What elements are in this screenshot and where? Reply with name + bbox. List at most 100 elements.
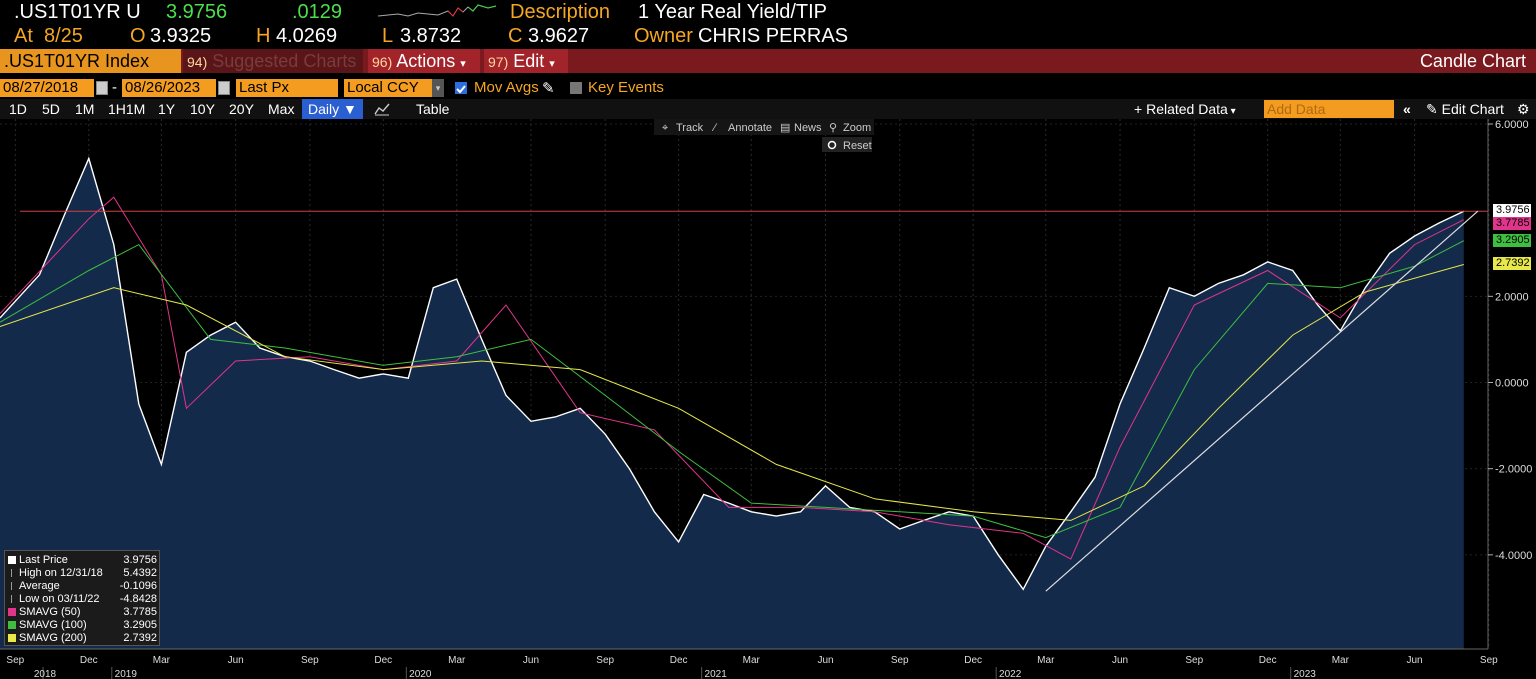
edit-chart-label: Edit Chart <box>1441 101 1504 117</box>
chevron-down-icon[interactable]: ▾ <box>432 79 444 97</box>
at-date: 8/25 <box>44 25 83 47</box>
period-select[interactable]: Daily ▼ <box>302 99 363 119</box>
calendar-icon[interactable] <box>218 81 230 95</box>
edit-menu-button[interactable]: 97) Edit ▾ <box>484 49 568 73</box>
news-icon[interactable]: ▤ <box>780 122 790 134</box>
range-1m-button[interactable]: 1M <box>75 101 95 117</box>
range-1d-button[interactable]: 1D <box>9 101 27 117</box>
start-date-input[interactable]: 08/27/2018 <box>0 79 94 97</box>
chevron-down-icon: ▾ <box>549 58 555 70</box>
x-tick-label: Mar <box>1037 655 1055 666</box>
gear-icon[interactable]: ⚙ <box>1517 101 1530 117</box>
actions-menu-button[interactable]: 96) Actions ▾ <box>368 49 480 73</box>
range-toolbar: 1D 5D 1M 1H1M 1Y 10Y 20Y Max Daily ▼ Tab… <box>0 99 1536 119</box>
legend-value: -4.8428 <box>119 593 157 605</box>
edit-label: Edit <box>513 51 545 71</box>
x-year-label: 2020 <box>409 669 432 679</box>
legend-value: -0.1096 <box>119 580 157 592</box>
last-price: 3.9756 <box>166 1 228 23</box>
y-tick-label: -2.0000 <box>1495 464 1532 476</box>
trend-line[interactable] <box>1045 210 1479 592</box>
end-date-input[interactable]: 08/26/2023 <box>122 79 216 97</box>
track-button[interactable]: Track <box>676 122 704 134</box>
mov-avgs-label: Mov Avgs <box>474 79 539 96</box>
owner-name: CHRIS PERRAS <box>698 25 849 47</box>
price-tag: 2.7392 <box>1493 257 1531 271</box>
legend-name: Low on 03/11/22 <box>19 593 100 605</box>
reset-icon[interactable] <box>827 140 837 150</box>
edit-chart-button[interactable]: ✎ Edit Chart <box>1426 99 1504 119</box>
description: 1 Year Real Yield/TIP <box>638 1 828 23</box>
range-1h1m-button[interactable]: 1H1M <box>108 101 146 117</box>
range-20y-button[interactable]: 20Y <box>229 101 254 117</box>
mov-avgs-checkbox[interactable] <box>455 82 467 94</box>
legend-value: 2.7392 <box>123 632 157 644</box>
price-tag: 3.7785 <box>1493 216 1531 230</box>
x-year-label: 2023 <box>1294 669 1317 679</box>
actions-num: 96) <box>372 54 393 70</box>
legend-name: High on 12/31/18 <box>19 567 103 579</box>
annotate-button[interactable]: Annotate <box>728 122 772 134</box>
news-button[interactable]: News <box>794 122 822 134</box>
legend-row[interactable]: Low on 03/11/22 -4.8428 <box>7 593 157 605</box>
currency-select[interactable]: Local CCY <box>344 79 432 97</box>
x-year-label: 2019 <box>115 669 138 679</box>
related-data-button[interactable]: + Related Data ▾ <box>1134 99 1236 119</box>
legend-row[interactable]: SMAVG (100) 3.2905 <box>7 619 157 631</box>
zoom-button[interactable]: Zoom <box>843 122 871 134</box>
x-tick-label: Jun <box>1407 655 1423 666</box>
track-icon[interactable]: ⌖ <box>662 122 668 134</box>
legend-row[interactable]: Average -0.1096 <box>7 580 157 592</box>
range-5d-button[interactable]: 5D <box>42 101 60 117</box>
series-line-1 <box>0 196 1465 560</box>
price-tag: 3.9756 <box>1493 204 1531 218</box>
legend-row[interactable]: Last Price 3.9756 <box>7 554 157 566</box>
x-year-label: 2021 <box>705 669 728 679</box>
x-tick-label: Dec <box>964 655 982 666</box>
legend-swatch <box>11 595 12 603</box>
price-chart[interactable]: 6.0000 2.0000 0.0000 -2.0000 -4.0000 Sep Dec M… <box>0 119 1536 679</box>
suggested-charts-button[interactable]: 94) Suggested Charts <box>183 49 363 73</box>
security-field[interactable]: .US1T01YR Index <box>0 49 181 73</box>
high-label: H <box>256 25 271 47</box>
plus-icon: + <box>1134 101 1147 117</box>
open-value: 3.9325 <box>150 25 212 47</box>
x-tick-label: Jun <box>228 655 244 666</box>
pencil-icon[interactable]: ✎ <box>542 80 555 97</box>
y-tick-label: 0.0000 <box>1495 378 1529 390</box>
line-chart-icon[interactable] <box>374 102 390 116</box>
reset-button[interactable]: Reset <box>843 140 872 152</box>
owner-label: Owner <box>634 25 693 47</box>
legend-row[interactable]: High on 12/31/18 5.4392 <box>7 567 157 579</box>
last-price-area <box>0 158 1464 649</box>
legend-swatch <box>8 621 16 629</box>
table-button[interactable]: Table <box>416 101 450 117</box>
calendar-icon[interactable] <box>96 81 108 95</box>
chart-legend[interactable]: Last Price 3.9756 High on 12/31/18 5.4392 Av… <box>4 550 160 646</box>
high-value: 4.0269 <box>276 25 338 47</box>
y-tick-label: 6.0000 <box>1495 119 1529 131</box>
date-separator: - <box>112 79 117 96</box>
legend-row[interactable]: SMAVG (200) 2.7392 <box>7 632 157 644</box>
collapse-icon[interactable]: « <box>1403 101 1411 117</box>
zoom-icon[interactable]: ⚲ <box>829 122 837 134</box>
legend-swatch <box>11 569 12 577</box>
legend-row[interactable]: SMAVG (50) 3.7785 <box>7 606 157 618</box>
add-data-input[interactable]: Add Data <box>1264 100 1394 118</box>
y-tick-label: -4.0000 <box>1495 550 1532 562</box>
annotate-icon[interactable]: ∕ <box>711 122 718 134</box>
legend-name: SMAVG (100) <box>19 619 87 631</box>
field-select[interactable]: Last Px <box>236 79 338 97</box>
key-events-checkbox[interactable] <box>570 82 582 94</box>
legend-name: SMAVG (50) <box>19 606 81 618</box>
range-1y-button[interactable]: 1Y <box>158 101 176 117</box>
range-10y-button[interactable]: 10Y <box>190 101 215 117</box>
actions-label: Actions <box>396 51 456 71</box>
low-value: 3.8732 <box>400 25 462 47</box>
range-max-button[interactable]: Max <box>268 101 295 117</box>
legend-value: 3.7785 <box>123 606 157 618</box>
legend-swatch <box>8 556 16 564</box>
x-tick-label: Jun <box>523 655 539 666</box>
legend-name: SMAVG (200) <box>19 632 87 644</box>
y-tick-label: 2.0000 <box>1495 291 1529 303</box>
